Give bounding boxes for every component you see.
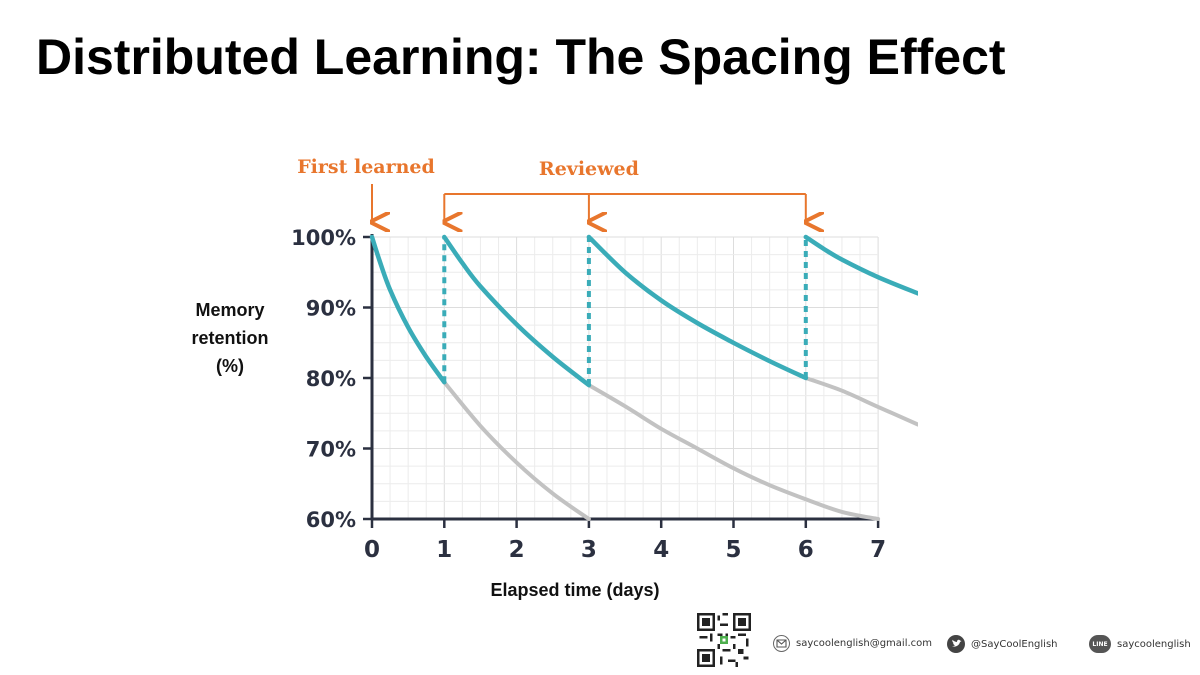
y-tick-label: 70% [306, 438, 356, 462]
x-tick-label: 5 [725, 537, 741, 563]
line-icon: LINE [1089, 635, 1111, 653]
reviewed-label: Reviewed [539, 158, 639, 180]
line-badge-text: LINE [1092, 640, 1108, 648]
x-tick-label: 6 [798, 537, 814, 563]
x-tick-label: 0 [364, 537, 380, 563]
line-contact[interactable]: LINE saycoolenglish [1089, 635, 1191, 653]
line-text: saycoolenglish [1117, 638, 1191, 650]
twitter-contact[interactable]: @SayCoolEnglish [947, 635, 1058, 653]
retention-curve-segment [369, 234, 447, 385]
forgetting-curve-segment [586, 383, 881, 521]
x-tick-label: 3 [581, 537, 597, 563]
email-contact[interactable]: saycoolenglish@gmail.com [773, 635, 932, 652]
plot-area [369, 234, 918, 521]
y-axis-label-line: retention [191, 328, 269, 348]
x-tick-label: 2 [509, 537, 525, 563]
y-axis-label: Memory retention (%) [182, 296, 278, 380]
y-tick-label: 90% [306, 297, 356, 321]
twitter-icon [947, 635, 965, 653]
page-title: Distributed Learning: The Spacing Effect [36, 29, 1006, 85]
axes: 0 1 2 3 4 5 6 7 60% 70% 80% 90% 100% [291, 226, 886, 563]
retention-curve-segment [442, 234, 592, 388]
email-text: saycoolenglish@gmail.com [796, 638, 933, 649]
twitter-text: @SayCoolEnglish [971, 638, 1058, 650]
footer: saycoolenglish@gmail.com @SayCoolEnglish… [697, 613, 1192, 669]
y-tick-label: 60% [306, 508, 356, 532]
y-axis-label-line: Memory [195, 300, 265, 320]
qr-code-icon [697, 613, 751, 667]
x-tick-label: 7 [870, 537, 886, 563]
y-tick-label: 80% [306, 367, 356, 391]
forgetting-curve-segment [803, 376, 918, 427]
y-axis-label-line: (%) [216, 356, 244, 376]
forgetting-curve-segment [442, 380, 591, 521]
x-axis-label: Elapsed time (days) [490, 580, 660, 600]
mail-icon [773, 635, 790, 652]
grid [371, 236, 879, 520]
x-tick-label: 4 [653, 537, 669, 563]
first-learned-label: First learned [297, 156, 435, 178]
retention-curve-segment [586, 234, 809, 381]
retention-curve-segment [803, 234, 918, 296]
annotations: First learned Reviewed [297, 156, 806, 222]
y-tick-label: 100% [291, 226, 356, 250]
x-tick-label: 1 [436, 537, 452, 563]
